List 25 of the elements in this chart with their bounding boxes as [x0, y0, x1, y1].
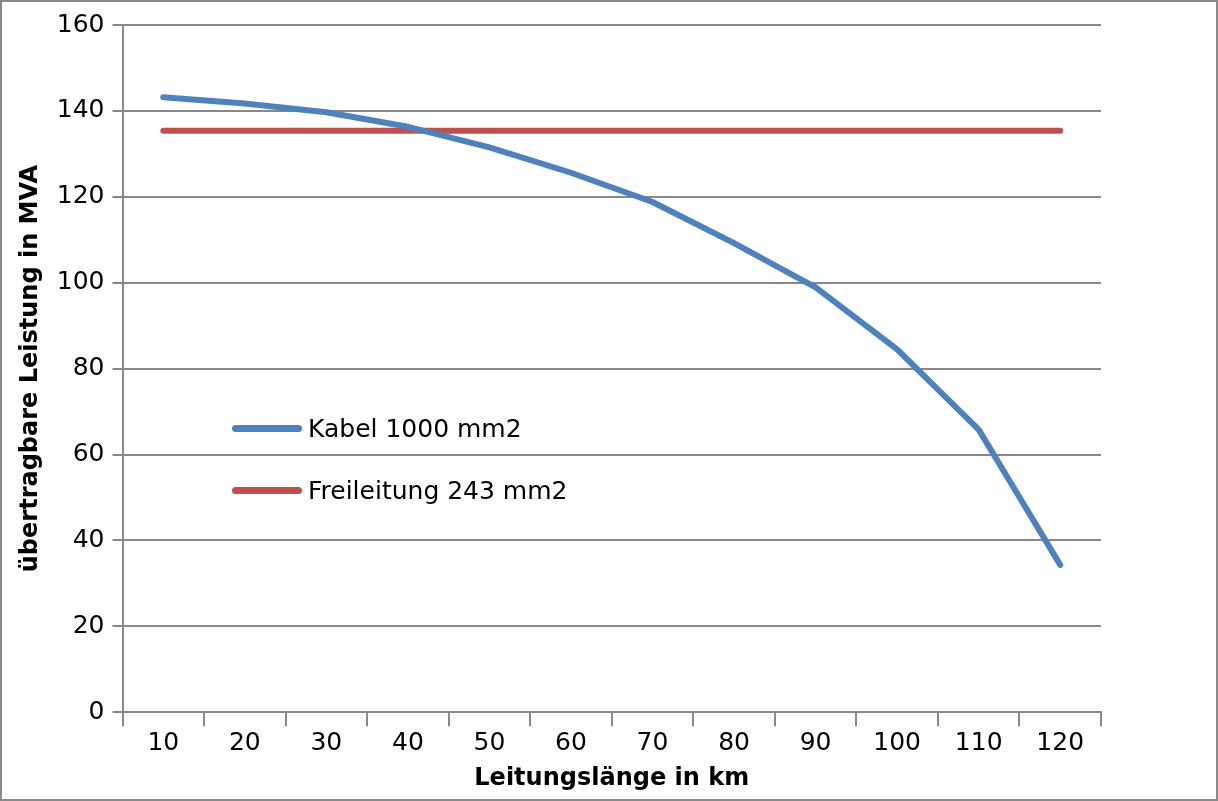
x-tick-label: 90 — [799, 726, 832, 756]
y-tick-label: 100 — [56, 266, 105, 296]
x-tick-label: 60 — [555, 726, 587, 756]
y-tick-label: 20 — [72, 609, 105, 639]
y-tick-label: 120 — [56, 180, 105, 210]
x-tick-label: 100 — [873, 726, 922, 756]
y-axis-title: übertragbare Leistung in MVA — [14, 164, 43, 573]
x-tick-label: 80 — [718, 726, 750, 756]
x-tick-label: 40 — [392, 726, 424, 756]
x-tick-label: 50 — [473, 726, 506, 756]
y-tick-label: 40 — [72, 523, 105, 553]
y-tick-label: 60 — [72, 438, 105, 467]
x-tick-label: 10 — [147, 726, 180, 756]
x-tick-label: 110 — [954, 726, 1003, 756]
x-tick-label: 20 — [228, 726, 261, 756]
y-tick-label: 160 — [56, 8, 105, 38]
x-axis-title: Leitungslänge in km — [474, 762, 750, 791]
x-tick-label: 120 — [1036, 726, 1085, 756]
x-tick-label: 30 — [310, 726, 343, 756]
y-tick-label: 0 — [88, 695, 105, 725]
y-tick-label: 140 — [56, 94, 105, 124]
x-tick-label: 70 — [636, 726, 669, 756]
y-tick-label: 80 — [72, 352, 105, 382]
legend-label: Freileitung 243 mm2 — [308, 475, 568, 505]
legend-label: Kabel 1000 mm2 — [308, 413, 522, 443]
